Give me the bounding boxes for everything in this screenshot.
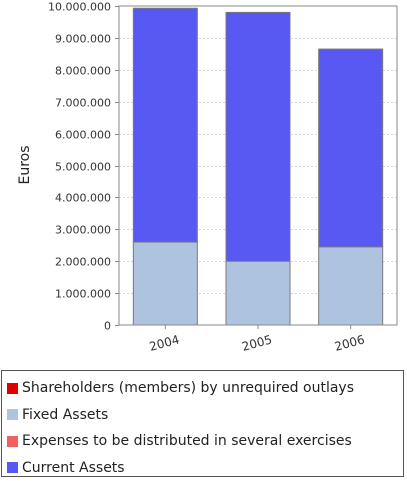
y-tick-label: 6.000.000	[55, 129, 111, 142]
y-axis-title: Euros	[17, 145, 33, 184]
legend-item: Expenses to be distributed in several ex…	[7, 428, 403, 455]
legend-item: Fixed Assets	[7, 402, 403, 429]
chart: 0 1.000.000 2.000.000 3.000.000 4.000.000 5.0…	[0, 0, 407, 370]
bar-2005-series-1	[226, 261, 290, 325]
legend-label: Fixed Assets	[22, 407, 108, 423]
bar-2006-series-3	[319, 49, 383, 247]
y-tick-label: 5.000.000	[55, 161, 111, 174]
legend-item: Current Assets	[7, 455, 403, 481]
legend-swatch	[7, 462, 18, 473]
x-tick-label: 2006	[333, 332, 366, 353]
bar-2006-series-1	[319, 247, 383, 325]
legend-label: Current Assets	[22, 460, 125, 476]
bar-2005-series-3	[226, 12, 290, 261]
y-tick-label: 3.000.000	[55, 224, 111, 237]
x-tick-label: 2004	[148, 332, 181, 353]
legend: Shareholders (members) by unrequired out…	[1, 370, 404, 477]
y-tick-label: 4.000.000	[55, 192, 111, 205]
y-tick-label: 9.000.000	[55, 33, 111, 46]
legend-swatch	[7, 409, 18, 420]
y-tick-label: 1.000.000	[55, 288, 111, 301]
x-axis-ticks: 2004 2005 2006	[148, 325, 366, 354]
y-axis-ticks: 0 1.000.000 2.000.000 3.000.000 4.000.000 5.0…	[48, 1, 119, 333]
y-tick-label: 0	[104, 320, 111, 333]
bar-2004-series-1	[133, 242, 197, 325]
legend-swatch	[7, 383, 18, 394]
x-tick-label: 2005	[240, 332, 273, 353]
legend-label: Shareholders (members) by unrequired out…	[22, 380, 354, 396]
legend-label: Expenses to be distributed in several ex…	[22, 433, 352, 449]
y-tick-label: 7.000.000	[55, 97, 111, 110]
y-tick-label: 8.000.000	[55, 65, 111, 78]
bars	[133, 8, 382, 325]
y-tick-label: 2.000.000	[55, 256, 111, 269]
legend-swatch	[7, 436, 18, 447]
bar-2004-series-3	[133, 8, 197, 242]
legend-item: Shareholders (members) by unrequired out…	[7, 375, 403, 402]
y-tick-label: 10.000.000	[48, 1, 111, 14]
